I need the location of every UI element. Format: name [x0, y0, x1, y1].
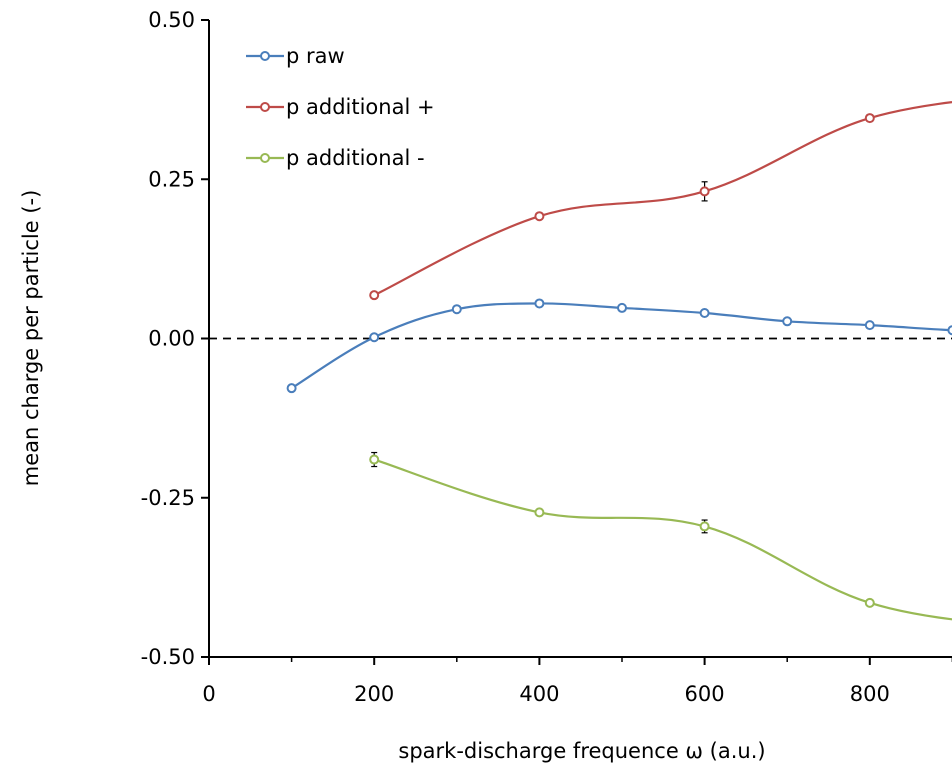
data-point	[617, 302, 627, 313]
x-tick-label: 800	[850, 682, 890, 706]
data-point	[369, 290, 380, 301]
data-point	[699, 186, 710, 197]
axes: -0.50-0.250.000.250.5002004006008001000	[141, 8, 952, 706]
legend: p raw p additional + p additional -	[246, 44, 435, 170]
legend-marker	[260, 102, 270, 112]
data-point	[699, 308, 710, 319]
y-tick-label: 0.50	[148, 8, 195, 32]
y-tick-label: -0.25	[141, 486, 195, 510]
legend-marker	[260, 153, 270, 163]
legend-label: p additional -	[286, 146, 425, 170]
series-1	[369, 101, 952, 301]
y-tick-label: 0.00	[148, 327, 195, 351]
x-tick-label: 600	[685, 682, 725, 706]
legend-item: p raw	[246, 44, 345, 68]
data-point	[369, 332, 380, 343]
legend-marker	[260, 51, 270, 61]
x-axis-label: spark-discharge frequence ω (a.u.)	[398, 739, 765, 763]
data-point	[534, 298, 545, 309]
series-line	[373, 101, 952, 297]
plot-marks	[209, 101, 952, 621]
legend-label: p raw	[286, 44, 345, 68]
data-point	[782, 316, 793, 327]
data-point	[699, 521, 710, 532]
x-tick-label: 0	[202, 682, 215, 706]
series-2	[369, 451, 952, 621]
legend-item: p additional +	[246, 95, 435, 119]
series-0	[286, 298, 952, 394]
data-point	[947, 325, 952, 336]
data-point	[534, 211, 545, 222]
data-point	[864, 320, 875, 331]
data-point	[864, 113, 875, 124]
series-line	[291, 302, 952, 390]
y-axis-label: mean charge per particle (-)	[19, 190, 43, 487]
data-point	[864, 597, 875, 608]
y-tick-label: -0.50	[141, 645, 195, 669]
data-point	[286, 383, 297, 394]
x-tick-label: 200	[354, 682, 394, 706]
data-point	[369, 454, 380, 465]
legend-label: p additional +	[286, 95, 435, 119]
data-point	[451, 304, 462, 315]
data-point	[534, 507, 545, 518]
y-tick-label: 0.25	[148, 167, 195, 191]
legend-item: p additional -	[246, 146, 425, 170]
x-tick-label: 400	[519, 682, 559, 706]
